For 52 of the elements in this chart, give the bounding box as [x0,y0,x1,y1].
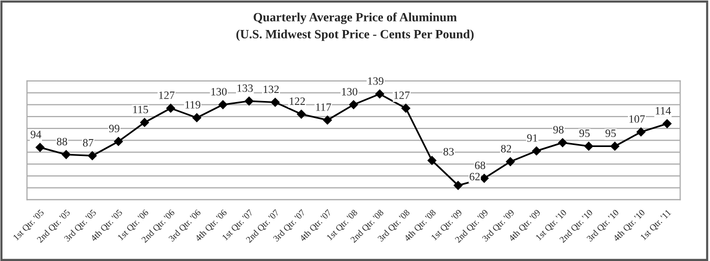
point [323,116,332,125]
data-label: 127 [394,92,410,99]
data-label: 115 [133,106,148,114]
point [114,137,123,146]
point [244,96,254,106]
data-label: 62 [470,172,480,180]
point [636,128,646,136]
data-label: 130 [211,88,227,96]
data-label: 82 [501,144,512,152]
point [36,142,44,152]
data-label: 88 [56,138,68,146]
point [296,110,306,119]
data-label: 94 [30,130,42,138]
point [218,100,228,110]
data-label: 98 [553,126,564,134]
data-label: 133 [238,84,253,92]
data-label: 107 [629,115,645,123]
data-label: 117 [316,103,332,111]
point [192,113,202,122]
data-label: 139 [368,77,384,85]
data-label: 99 [109,124,120,132]
point [62,150,71,159]
data-label: 87 [83,139,94,147]
point [454,180,463,190]
data-label: 132 [264,86,279,94]
data-label: 127 [159,92,175,99]
chart-title: Quarterly Average Price of Aluminum [254,12,457,24]
data-label: 95 [579,130,590,138]
data-label: 83 [444,148,454,156]
data-label: 91 [527,134,538,142]
point [532,146,541,156]
data-label: 119 [186,101,200,109]
point [506,157,515,166]
data-label: 114 [656,107,671,114]
data-label: 68 [474,162,486,170]
point [349,100,358,110]
point [140,118,150,127]
point [480,174,489,183]
point [584,142,594,151]
point [662,119,672,128]
data-label: 122 [290,97,305,105]
point [88,151,97,160]
point [270,98,280,107]
point [558,138,568,148]
point [166,104,176,113]
data-label: 130 [342,88,358,96]
data-label: 95 [605,130,616,138]
point [610,142,620,151]
point [401,104,410,113]
chart-subtitle: (U.S. Midwest Spot Price - Cents Per Pound) [236,30,474,41]
point [375,90,384,98]
point [428,156,436,165]
